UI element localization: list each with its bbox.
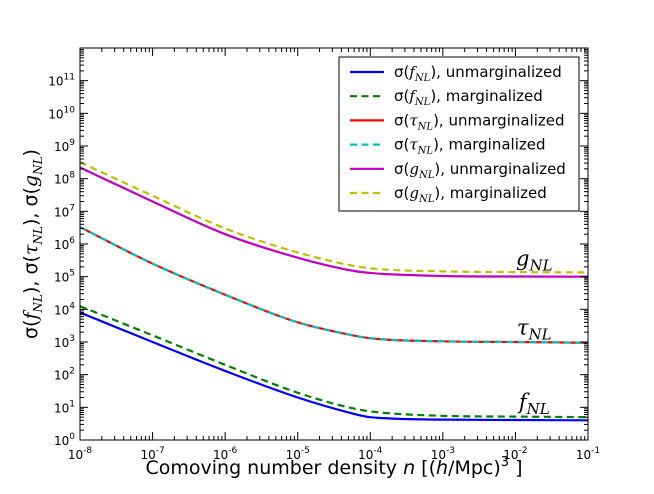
series-line-τ-unmarginalized — [79, 226, 589, 344]
legend-entry: σ(τNL), unmarginalized — [394, 111, 565, 132]
series-line-g-unmarginalized — [79, 166, 589, 278]
legend-entry: σ(gNL), marginalized — [394, 184, 547, 205]
x-tick-label: 10-6 — [213, 446, 238, 462]
y-tick-label: 107 — [54, 203, 75, 219]
legend: σ(fNL), unmarginalized σ(fNL), marginaliz… — [338, 56, 580, 212]
legend-entry: σ(fNL), unmarginalized — [394, 63, 562, 84]
x-tick-label: 10-8 — [68, 446, 93, 462]
series-line-τ-marginalized — [79, 226, 589, 344]
curve-label-τ: τNL — [517, 315, 552, 343]
y-tick-label: 108 — [54, 171, 75, 187]
curve-label-g: gNL — [516, 246, 553, 274]
axis-titles: Comoving number density n [(h/Mpc)3 ] σ(f… — [20, 149, 523, 479]
legend-box — [338, 56, 580, 212]
y-tick-label: 109 — [54, 138, 75, 154]
y-tick-label: 104 — [54, 301, 75, 317]
y-tick-label: 103 — [54, 334, 75, 350]
curves — [79, 161, 589, 422]
ticks: 10-8 10-7 10-6 10-5 10-4 10-3 10-2 10-1 100 101 10… — [48, 47, 600, 462]
x-tick-label: 10-5 — [286, 446, 310, 462]
x-tick-label: 10-4 — [358, 446, 383, 462]
x-tick-label: 10-3 — [431, 446, 455, 462]
y-tick-label: 105 — [54, 269, 75, 285]
y-axis-title: σ(fNL), σ(τNL), σ(gNL) — [20, 149, 45, 339]
y-tick-label: 1011 — [48, 73, 75, 89]
x-tick-label: 10-7 — [140, 446, 164, 462]
series-line-f-marginalized — [79, 305, 589, 419]
y-tick-label: 101 — [54, 399, 75, 415]
legend-entry: σ(gNL), unmarginalized — [394, 160, 566, 181]
series-line-f-unmarginalized — [79, 311, 589, 422]
curve-label-f: fNL — [517, 390, 550, 418]
x-tick-label: 10-1 — [576, 446, 600, 462]
annotations: gNL τNL fNL — [516, 246, 553, 417]
legend-entry: σ(τNL), marginalized — [394, 136, 546, 157]
series-line-g-marginalized — [79, 161, 589, 274]
x-tick-label: 10-2 — [503, 446, 527, 462]
legend-entry: σ(fNL), marginalized — [394, 87, 543, 108]
y-tick-label: 106 — [54, 236, 75, 252]
y-tick-label: 1010 — [48, 105, 75, 121]
y-tick-label: 100 — [54, 432, 75, 448]
x-axis-title: Comoving number density n [(h/Mpc)3 ] — [145, 455, 522, 479]
y-tick-label: 102 — [54, 367, 75, 383]
